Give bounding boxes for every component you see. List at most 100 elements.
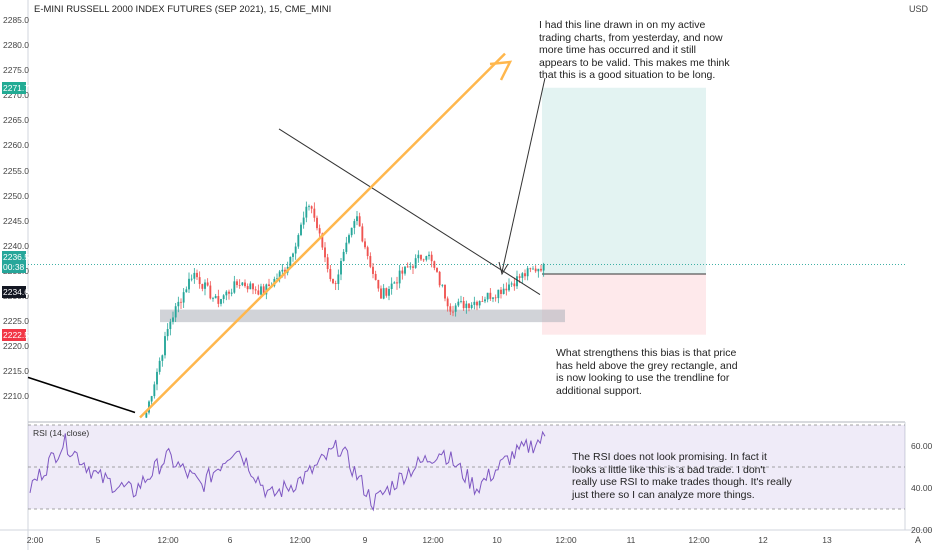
candle-body: [265, 284, 268, 295]
candle-body: [380, 288, 382, 299]
candle-body: [182, 292, 185, 303]
candle-body: [508, 284, 510, 291]
candle-body: [278, 271, 281, 279]
candle-body: [241, 282, 244, 286]
time-tick-label: 12:00: [555, 535, 577, 545]
rsi-tick-label: 60.00: [911, 441, 932, 451]
annotation-rsi-note[interactable]: The RSI does not look promising. In fact…: [572, 451, 795, 501]
candle-body: [166, 329, 169, 337]
candle-body: [334, 283, 337, 284]
candle-body: [369, 256, 372, 267]
candle-body: [417, 254, 420, 259]
stop-price-badge: 2222.5: [2, 328, 29, 341]
time-tick-label: 12:00: [688, 535, 710, 545]
candle-body: [510, 283, 513, 285]
candle-body: [478, 301, 481, 306]
candle-body: [401, 270, 404, 274]
annotation-pointer-head: [498, 261, 509, 276]
candle-body: [156, 371, 158, 385]
price-tick-label: 2265.0: [3, 115, 29, 126]
rsi-legend[interactable]: RSI (14, close): [33, 428, 90, 438]
candle-body: [260, 286, 262, 295]
candle-body: [390, 283, 393, 289]
candle-body: [145, 412, 148, 418]
candle-body: [452, 311, 454, 313]
candle-body: [534, 268, 537, 272]
candle-body: [492, 297, 494, 299]
candle-body: [281, 269, 284, 272]
candle-body: [169, 321, 172, 330]
candle-body: [414, 258, 417, 268]
candle-body: [497, 289, 500, 299]
candle-body: [532, 268, 534, 270]
candle-body: [164, 336, 166, 356]
candle-body: [521, 273, 524, 278]
candle-body: [332, 279, 334, 284]
candle-body: [268, 284, 270, 287]
candle-body: [329, 268, 332, 280]
price-tick-label: 2210.0: [3, 391, 29, 402]
annotation-middle-note[interactable]: What strengthens this bias is that price…: [556, 347, 741, 397]
candle-body: [318, 228, 321, 234]
price-tick-label: 2285.0: [3, 15, 29, 26]
annotation-pointer-line: [501, 77, 546, 273]
candle-body: [470, 304, 473, 308]
candle-body: [302, 217, 305, 225]
candle-body: [393, 282, 396, 284]
current-price-badge: 2236.5 00:38: [2, 250, 29, 273]
candle-body: [500, 289, 502, 294]
candle-body: [350, 227, 353, 236]
auto-scale-toggle[interactable]: A: [915, 535, 922, 545]
candle-body: [481, 301, 484, 302]
candle-body: [396, 282, 398, 284]
candle-body: [222, 295, 225, 300]
candle-body: [345, 242, 348, 252]
candle-body: [454, 305, 457, 312]
candle-body: [412, 266, 414, 268]
candle-body: [382, 288, 385, 299]
time-tick-label: 9: [363, 535, 368, 545]
candle-body: [433, 261, 436, 268]
candle-body: [476, 301, 478, 306]
annotation-top-note[interactable]: I had this line drawn in on my active tr…: [539, 19, 733, 81]
candle-body: [364, 241, 366, 248]
candle-body: [430, 254, 433, 262]
price-tick-label: 2225.0: [3, 316, 29, 327]
candle-body: [313, 208, 316, 218]
candle-body: [217, 296, 220, 304]
candle-body: [425, 256, 428, 260]
candle-body: [484, 299, 486, 302]
candle-body: [230, 292, 233, 294]
candle-body: [177, 301, 180, 307]
candle-body: [254, 289, 257, 291]
candle-body: [353, 221, 356, 228]
time-tick-label: 2:00: [27, 535, 44, 545]
profit-zone: [542, 87, 706, 274]
candle-body: [158, 360, 161, 372]
candle-body: [340, 260, 342, 275]
candle-body: [220, 299, 222, 304]
candle-body: [150, 396, 153, 402]
candle-body: [436, 267, 438, 272]
candle-body: [409, 266, 412, 268]
candle-body: [348, 235, 350, 243]
candle-body: [337, 274, 340, 284]
candle-body: [294, 246, 297, 254]
candle-body: [316, 217, 318, 229]
candle-body: [172, 317, 174, 322]
candle-body: [324, 247, 326, 258]
candle-body: [204, 282, 206, 289]
candle-body: [297, 235, 300, 247]
rsi-tick-label: 40.00: [911, 483, 932, 493]
candle-body: [462, 300, 465, 309]
currency-label[interactable]: USD: [908, 4, 928, 14]
price-tick-label: 2240.0: [3, 240, 29, 251]
price-tick-label: 2280.0: [3, 40, 29, 51]
candle-body: [233, 281, 236, 293]
candle-body: [366, 247, 369, 257]
candle-body: [185, 289, 188, 293]
candle-body: [321, 233, 324, 248]
time-tick-label: 12:00: [157, 535, 179, 545]
price-tick-label: 2270.0: [3, 90, 29, 101]
